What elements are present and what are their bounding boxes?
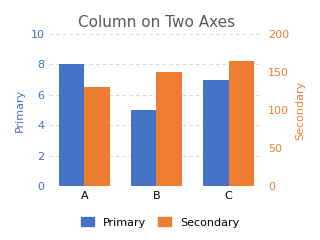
Bar (84, 87, 109, 186)
Legend: Primary, Secondary: Primary, Secondary (76, 213, 244, 232)
Y-axis label: Secondary: Secondary (295, 80, 305, 140)
Y-axis label: Primary: Primary (15, 88, 25, 132)
Bar (156, 72, 182, 186)
Bar (228, 60, 254, 186)
Bar (131, 110, 156, 186)
Bar (59, 64, 84, 186)
Bar (203, 80, 228, 186)
Title: Column on Two Axes: Column on Two Axes (78, 15, 235, 30)
